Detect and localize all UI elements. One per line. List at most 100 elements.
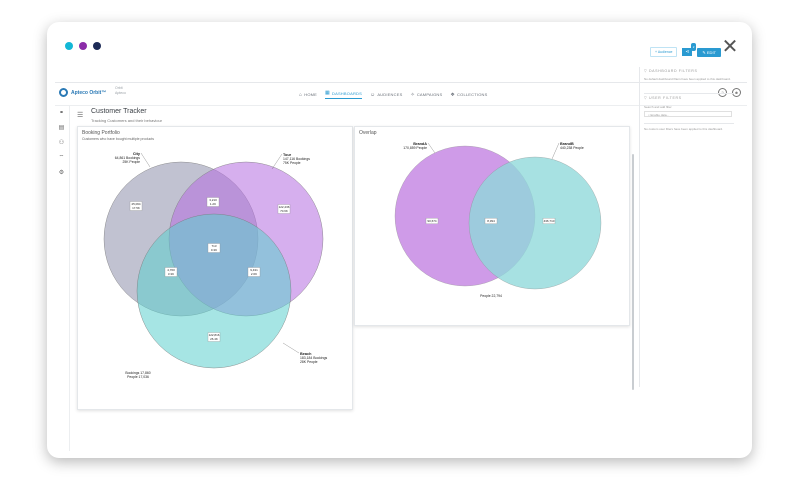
help-icon[interactable]: ? bbox=[718, 88, 727, 97]
search-filter-label: Search and add filter bbox=[644, 105, 672, 109]
link-icon[interactable]: ⚭ bbox=[58, 110, 65, 116]
venn1-leader-city bbox=[140, 152, 151, 168]
overlap-panel-title: Overlap bbox=[359, 130, 377, 136]
system-line-2: Apteco bbox=[115, 90, 126, 95]
venn1-region-7-people: 26.4K bbox=[210, 337, 218, 341]
people-icon: ☺ bbox=[370, 91, 376, 98]
nav-tabs: ⌂ HOME ▦ DASHBOARDS ☺ AUDIENCES ✧ CAMPAIGNS … bbox=[299, 90, 487, 99]
venn2-leader-b bbox=[551, 142, 560, 160]
tab-collections-label: COLLECTIONS bbox=[457, 92, 488, 97]
booking-panel-subtitle: Customers who have bought multiple produ… bbox=[82, 137, 154, 141]
filter-search-input[interactable]: ⌕ Enable data... bbox=[644, 111, 732, 117]
share-button[interactable]: ⋖ 2 bbox=[682, 43, 697, 56]
venn1-region-4-value: 713 bbox=[211, 244, 216, 248]
venn1-region-6-value: 9,431 bbox=[250, 268, 258, 272]
venn2-set-branda-name: BrandA bbox=[413, 142, 427, 146]
dashboard-filters-note: No default dashboard filters have been a… bbox=[644, 77, 731, 81]
venn1-region-5-value: 4,760 bbox=[167, 268, 175, 272]
people-icon[interactable]: ⚇ bbox=[58, 140, 65, 146]
tab-campaigns[interactable]: ✧ CAMPAIGNS bbox=[410, 90, 442, 99]
venn1-set-city-name: City bbox=[133, 152, 141, 156]
logo[interactable]: Apteco Orbit™ bbox=[59, 88, 106, 97]
venn2-footer: People 22,794 bbox=[480, 294, 502, 298]
venn2-circles bbox=[394, 145, 602, 290]
settings-icon[interactable]: ⚙ bbox=[58, 170, 65, 176]
left-rail: ⚭ ▤ ⚇ ⌔ ⚙ bbox=[55, 106, 70, 451]
venn1-footer-1: Bookings 17,860 bbox=[125, 371, 150, 375]
venn2-region-2-value: 8,394 bbox=[487, 219, 495, 223]
venn1-region-5-people: 3.3K bbox=[168, 272, 174, 276]
venn1-region-3-people: 70.6K bbox=[280, 209, 288, 213]
booking-panel-title: Booking Portfolio bbox=[82, 130, 120, 136]
venn1-leader-beach bbox=[282, 342, 300, 354]
venn1-region-2-people: 1.2K bbox=[210, 202, 216, 206]
tab-collections[interactable]: ❖ COLLECTIONS bbox=[450, 90, 487, 99]
tab-home-label: HOME bbox=[304, 92, 318, 97]
venn2-region-2-box bbox=[484, 218, 498, 224]
edit-button[interactable]: ✎ EDIT bbox=[697, 47, 721, 57]
venn2-region-2[interactable]: 8,394 bbox=[484, 218, 498, 224]
venn1-region-1-value: 45,064 bbox=[131, 202, 141, 206]
dot-2[interactable] bbox=[79, 42, 87, 50]
venn1-set-tour-line-2: 75K People bbox=[283, 161, 301, 165]
dot-1[interactable] bbox=[65, 42, 73, 50]
venn1-circles bbox=[103, 161, 324, 369]
custom-filters-note: No custom user filters have been applied… bbox=[644, 127, 724, 131]
venn1-circle-beach[interactable] bbox=[136, 213, 292, 369]
share-count-badge: 2 bbox=[690, 43, 697, 51]
venn1-region-5-box bbox=[164, 267, 178, 277]
tab-home[interactable]: ⌂ HOME bbox=[299, 90, 317, 99]
dot-3[interactable] bbox=[93, 42, 101, 50]
user-filters-label: USER FILTERS bbox=[648, 96, 682, 100]
tag-icon[interactable]: ⌔ bbox=[58, 155, 65, 161]
filter-search-placeholder: Enable data... bbox=[650, 113, 670, 117]
venn1-set-tour-name: Tour bbox=[283, 153, 292, 157]
venn2-circle-brandb[interactable] bbox=[468, 156, 602, 290]
home-icon: ⌂ bbox=[299, 91, 303, 98]
venn1-footer-2: People 17,036 bbox=[127, 375, 149, 379]
logo-text: Apteco Orbit™ bbox=[71, 89, 107, 96]
venn1-set-beach-line-2: 28K People bbox=[300, 360, 318, 364]
tab-audiences-label: AUDIENCES bbox=[377, 92, 403, 97]
venn2-set-branda-line-1: 170,859 People bbox=[403, 146, 427, 150]
system-line-1: Orbit bbox=[115, 86, 123, 90]
venn1-leader-tour bbox=[271, 153, 283, 170]
venn2-region-3[interactable]: 436,710 bbox=[542, 218, 556, 224]
sidebar-divider-2 bbox=[644, 123, 734, 124]
venn2-region-3-box bbox=[542, 218, 556, 224]
collection-icon: ❖ bbox=[450, 91, 456, 98]
tab-audiences[interactable]: ☺ AUDIENCES bbox=[370, 90, 402, 99]
venn2-region-3-value: 436,710 bbox=[544, 219, 555, 223]
main-scrollbar[interactable] bbox=[632, 154, 634, 390]
venn1-region-7-box bbox=[207, 332, 221, 342]
user-icon[interactable]: ☻ bbox=[732, 88, 741, 97]
venn1-region-7-value: 122,816 bbox=[209, 333, 220, 337]
user-filters-heading: ▽ USER FILTERS bbox=[644, 96, 682, 100]
venn1-set-city-line-2: 25K People bbox=[122, 160, 140, 164]
tab-dashboards[interactable]: ▦ DASHBOARDS bbox=[325, 90, 362, 99]
document-icon[interactable]: ▤ bbox=[58, 125, 65, 131]
add-audience-button[interactable]: + Audience bbox=[650, 47, 678, 57]
dashboard-filters-heading: ▽ DASHBOARD FILTERS bbox=[644, 69, 698, 73]
app-window: ✕ Apteco Orbit™ Orbit Apteco ⌂ HOME ▦ DASH… bbox=[47, 22, 752, 458]
hamburger-icon[interactable]: ☰ bbox=[77, 112, 84, 119]
venn1-region-1-people: 17.5K bbox=[132, 206, 140, 210]
venn2-region-1[interactable]: 90,674 bbox=[425, 218, 439, 224]
venn1-region-2-box bbox=[206, 197, 220, 207]
campaign-icon: ✧ bbox=[410, 91, 415, 98]
venn1-set-city-line-1: 64,861 Bookings bbox=[115, 156, 141, 160]
close-icon[interactable]: ✕ bbox=[721, 34, 739, 58]
